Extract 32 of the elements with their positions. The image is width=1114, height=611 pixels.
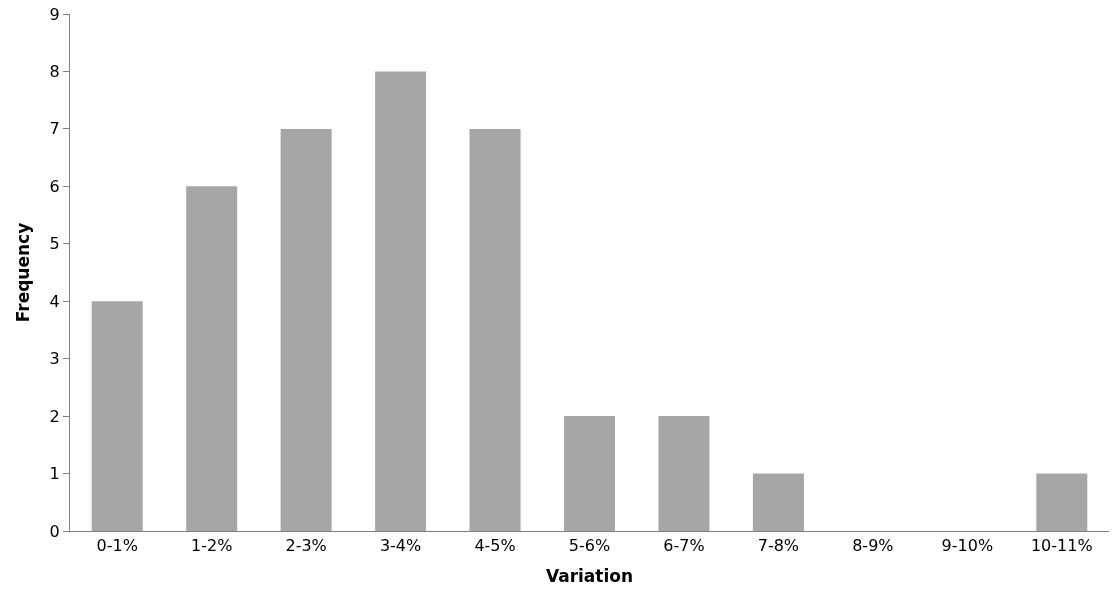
y-tick-label: 6 bbox=[49, 176, 60, 196]
bar bbox=[752, 473, 804, 531]
y-tick-label: 0 bbox=[49, 521, 60, 541]
x-tick-label: 0-1% bbox=[96, 536, 138, 556]
bar bbox=[375, 71, 427, 531]
y-tick-label: 1 bbox=[49, 464, 60, 484]
x-tick-label: 4-5% bbox=[474, 536, 516, 556]
x-tick-label: 1-2% bbox=[191, 536, 233, 556]
x-tick-label: 9-10% bbox=[941, 536, 994, 556]
bar bbox=[469, 128, 521, 531]
y-tick-label: 9 bbox=[49, 4, 60, 24]
x-tick-label: 8-9% bbox=[852, 536, 894, 556]
bar bbox=[564, 416, 615, 531]
y-tick-label: 4 bbox=[49, 291, 60, 311]
bar bbox=[1036, 473, 1088, 531]
x-tick-label: 3-4% bbox=[379, 536, 422, 556]
x-tick-label: 10-11% bbox=[1030, 536, 1093, 556]
bar bbox=[280, 128, 332, 531]
y-axis-title: Frequency bbox=[13, 222, 34, 323]
x-tick-label: 5-6% bbox=[568, 536, 611, 556]
x-axis-title: Variation bbox=[545, 565, 634, 586]
y-tick-label: 2 bbox=[49, 406, 60, 426]
x-tick-label: 2-3% bbox=[285, 536, 327, 556]
y-tick-label: 5 bbox=[49, 234, 60, 254]
y-tick-label: 3 bbox=[49, 349, 60, 369]
bar bbox=[186, 186, 238, 531]
y-tick-label: 7 bbox=[49, 119, 60, 139]
x-tick-label: 6-7% bbox=[663, 536, 705, 556]
y-tick-label: 8 bbox=[49, 62, 60, 82]
x-tick-label: 7-8% bbox=[757, 536, 800, 556]
bar bbox=[658, 416, 710, 531]
bar bbox=[91, 301, 143, 531]
